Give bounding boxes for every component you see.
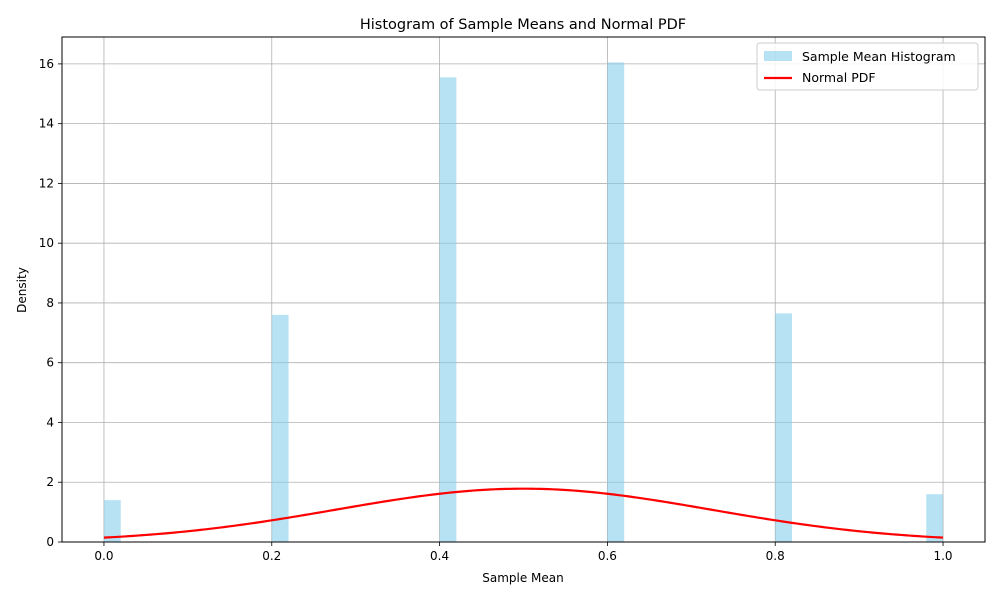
histogram-bar (926, 494, 944, 542)
legend-pdf-label: Normal PDF (802, 70, 876, 85)
y-axis-ticks: 0 2 4 6 8 10 12 14 16 (39, 57, 62, 549)
legend-box (756, 42, 979, 91)
x-axis-ticks: 0.0 0.2 0.4 0.6 0.8 1.0 (94, 542, 953, 563)
x-axis-label: Sample Mean (482, 571, 564, 585)
legend-histogram-swatch (764, 51, 792, 61)
histogram-bar (775, 313, 793, 542)
x-tick-label: 0.0 (94, 549, 113, 563)
legend-histogram-label: Sample Mean Histogram (802, 49, 956, 64)
histogram-bar (439, 77, 457, 542)
y-axis-label: Density (15, 267, 29, 313)
x-tick-label: 0.2 (262, 549, 281, 563)
y-tick-label: 14 (39, 117, 54, 131)
legend: Sample Mean Histogram Normal PDF (756, 42, 979, 91)
x-tick-label: 0.8 (766, 549, 785, 563)
x-tick-label: 0.6 (598, 549, 617, 563)
histogram-bars (103, 62, 944, 542)
y-tick-label: 4 (46, 415, 54, 429)
normal-pdf-line (103, 487, 944, 539)
histogram-bar (103, 500, 121, 542)
x-tick-label: 0.4 (430, 549, 449, 563)
y-tick-label: 12 (39, 176, 54, 190)
pdf-line-group (103, 487, 944, 539)
histogram-bar (271, 314, 289, 542)
y-tick-label: 10 (39, 236, 54, 250)
chart-title: Histogram of Sample Means and Normal PDF (360, 17, 686, 33)
y-tick-label: 0 (46, 535, 54, 549)
y-tick-label: 2 (46, 475, 54, 489)
y-tick-label: 8 (46, 296, 54, 310)
histogram-bar (607, 62, 625, 542)
x-tick-label: 1.0 (933, 549, 952, 563)
y-tick-label: 16 (39, 57, 54, 71)
plot-frame (61, 36, 986, 543)
y-tick-label: 6 (46, 356, 54, 370)
